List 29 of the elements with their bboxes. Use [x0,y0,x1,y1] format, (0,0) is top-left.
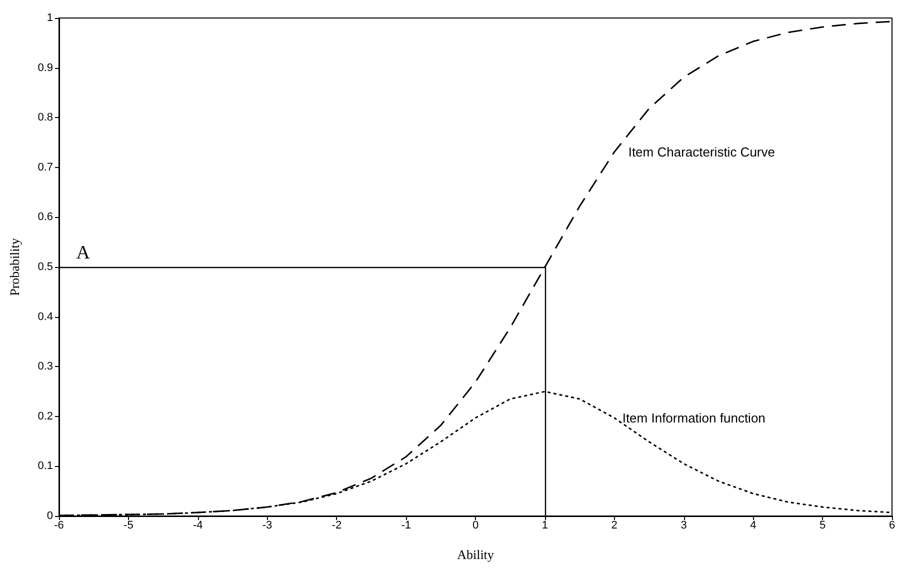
x-tick-label: 1 [542,520,548,532]
y-tick-label: 0.8 [38,112,53,124]
y-tick-label: 0.2 [38,410,53,422]
series-label: Item Information function [622,410,766,426]
y-tick-label: 0.9 [38,62,53,74]
y-tick-label: 1 [46,12,53,24]
x-tick-label: 5 [820,520,826,532]
x-tick-label: -3 [262,520,272,532]
ref-line-label: A [76,242,90,264]
x-tick-label: -6 [54,520,64,532]
x-tick-label: -4 [192,520,203,532]
series-label: Item Characteristic Curve [628,144,775,160]
x-tick-label: -5 [124,520,134,532]
x-tick-label: 4 [750,520,756,532]
x-tick-label: 2 [611,520,618,532]
y-tick-label: 0.6 [38,211,53,224]
x-axis-title: Ability [457,547,494,562]
y-tick-label: 0.3 [38,360,53,373]
y-tick-label: 0.7 [38,161,53,174]
x-tick-label: 6 [888,520,896,532]
y-tick-label: 0.4 [38,310,53,323]
y-tick-label: 0.1 [38,460,53,472]
y-tick-label: 0 [46,510,53,522]
x-tick-label: 0 [472,520,479,532]
x-tick-label: -1 [401,520,411,532]
x-tick-label: -2 [332,520,342,532]
x-tick-label: 3 [680,520,687,532]
y-tick-label: 0.5 [38,261,53,273]
y-axis-title: Probability [7,238,22,296]
